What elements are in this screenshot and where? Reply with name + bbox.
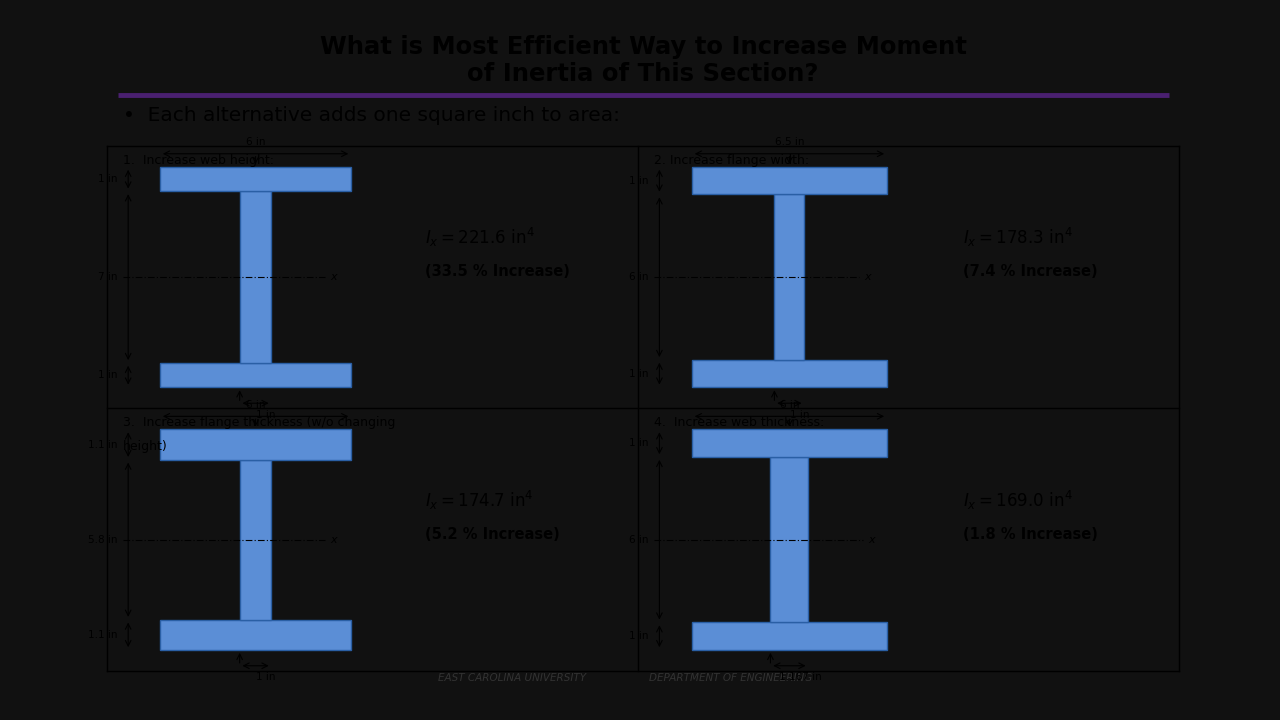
Text: 1.1 in: 1.1 in (88, 630, 118, 640)
Text: 1 in: 1 in (628, 176, 649, 186)
Bar (160, 429, 351, 460)
Text: 7 in: 7 in (99, 272, 118, 282)
Text: 1 in: 1 in (628, 438, 649, 449)
Text: $I_x = 169.0\ \mathrm{in}^4$: $I_x = 169.0\ \mathrm{in}^4$ (963, 489, 1073, 512)
Text: 3.  Increase flange thickness (w/o changing: 3. Increase flange thickness (w/o changi… (123, 416, 396, 429)
Text: •  Each alternative adds one square inch to area:: • Each alternative adds one square inch … (123, 106, 621, 125)
Text: x: x (864, 272, 870, 282)
Text: 6 in: 6 in (628, 535, 649, 545)
Text: 6 in: 6 in (628, 272, 649, 282)
Text: (7.4 % Increase): (7.4 % Increase) (963, 264, 1097, 279)
Bar (692, 360, 887, 387)
Bar (239, 192, 271, 363)
Text: (33.5 % Increase): (33.5 % Increase) (425, 264, 571, 279)
Bar (774, 194, 804, 360)
Bar (692, 622, 887, 650)
Text: 1.  Increase web height:: 1. Increase web height: (123, 154, 274, 167)
Text: 6 in: 6 in (780, 400, 799, 410)
Text: 6 in: 6 in (246, 400, 265, 410)
Text: DEPARTMENT OF ENGINEERING: DEPARTMENT OF ENGINEERING (649, 673, 813, 683)
Text: $I_x = 174.7\ \mathrm{in}^4$: $I_x = 174.7\ \mathrm{in}^4$ (425, 489, 534, 512)
Text: What is Most Efficient Way to Increase Moment: What is Most Efficient Way to Increase M… (320, 35, 966, 59)
Text: $I_x = 221.6\ \mathrm{in}^4$: $I_x = 221.6\ \mathrm{in}^4$ (425, 226, 535, 249)
Text: 1 in: 1 in (628, 369, 649, 379)
Text: 1.1 in: 1.1 in (88, 440, 118, 449)
Text: (5.2 % Increase): (5.2 % Increase) (425, 527, 561, 542)
Bar (160, 363, 351, 387)
Text: height): height) (123, 440, 168, 453)
Text: 1 in: 1 in (791, 410, 810, 420)
Bar (239, 460, 271, 620)
Text: 1 in: 1 in (628, 631, 649, 642)
Text: x: x (330, 272, 337, 282)
Text: 1 in: 1 in (256, 410, 276, 420)
Text: 2. Increase flange width:: 2. Increase flange width: (654, 154, 809, 167)
Bar (160, 167, 351, 192)
Text: $I_x = 178.3\ \mathrm{in}^4$: $I_x = 178.3\ \mathrm{in}^4$ (963, 226, 1073, 249)
Text: of Inertia of This Section?: of Inertia of This Section? (467, 62, 819, 86)
Bar (160, 620, 351, 650)
Text: x: x (330, 535, 337, 545)
Text: x: x (868, 535, 874, 545)
Text: 1.167 in: 1.167 in (778, 672, 822, 683)
Text: 5.8 in: 5.8 in (88, 535, 118, 545)
Text: EAST CAROLINA UNIVERSITY: EAST CAROLINA UNIVERSITY (438, 673, 586, 683)
Bar (692, 429, 887, 457)
Text: 6 in: 6 in (246, 138, 265, 147)
Bar (692, 167, 887, 194)
Text: (1.8 % Increase): (1.8 % Increase) (963, 527, 1098, 542)
Text: 1 in: 1 in (99, 370, 118, 380)
Text: 1 in: 1 in (99, 174, 118, 184)
Text: 6.5 in: 6.5 in (774, 138, 804, 147)
Bar (771, 457, 809, 622)
Text: 4.  Increase web thickness:: 4. Increase web thickness: (654, 416, 824, 429)
Text: 1 in: 1 in (256, 672, 276, 683)
